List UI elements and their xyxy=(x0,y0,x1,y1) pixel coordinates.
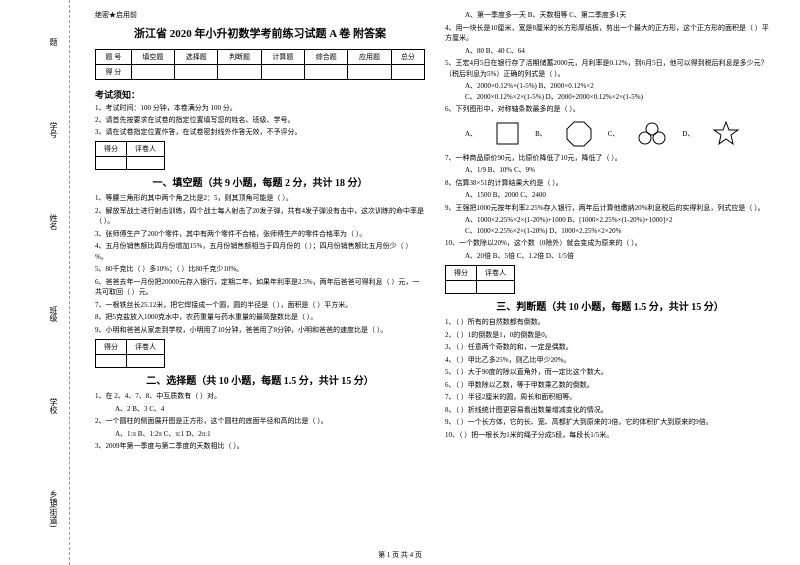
st-r3 xyxy=(218,65,261,80)
choice-q7: 7、一种商品原价90元，比原价降低了10元，降低了（ ）。 xyxy=(445,153,775,164)
mini-score-1: 得分评卷人 xyxy=(95,141,165,170)
fill-q2: 2、解放军战士进行射击训练，四个战士每人射击了20发子弹，共有4发子弹没有击中，… xyxy=(95,206,425,227)
choice-q10-opts: A、20倍 B、5倍 C、1.2倍 D、1/5倍 xyxy=(445,251,775,262)
judge-q9: 9、（ ）一个长方体，它的长、宽、高都扩大到原来的3倍，它的体积扩大到原来的9倍… xyxy=(445,417,775,428)
judge-q7: 7、（ ）半径2厘米的圆，周长和面积相等。 xyxy=(445,392,775,403)
choice-q10: 10、一个数除以20%，这个数（0除外）就会变成为原来的（ ）。 xyxy=(445,238,775,249)
ms1-0: 得分 xyxy=(96,142,127,157)
choice-q8-opts: A、1500 B、2000 C、2400 xyxy=(445,190,775,201)
st-r6 xyxy=(348,65,391,80)
choice-q1: 1、在 2、4、7、8、中互质数有（ ）对。 xyxy=(95,391,425,402)
judge-q1: 1、（ ）所有的自然数都有倒数。 xyxy=(445,317,775,328)
choice-q5: 5、王宏4月5日在银行存了活期储蓄2000元，月利率是0.12%，到6月5日，他… xyxy=(445,58,775,79)
bind-label-1: 学号 xyxy=(48,122,59,138)
fill-q5: 5、80千克比（ ）多10%；（ ）比80千克少10%。 xyxy=(95,264,425,275)
octagon-icon xyxy=(565,120,593,148)
st-h1: 填空题 xyxy=(131,50,174,65)
judge-q3: 3、（ ）任意两个奇数的和，一定是偶数。 xyxy=(445,342,775,353)
binding-margin: 题 学号 姓名 班级 学校 乡镇(街道) xyxy=(0,0,70,565)
bind-label-5: 乡镇(街道) xyxy=(48,490,59,527)
score-table: 题 号 填空题 选择题 判断题 计算题 综合题 应用题 总分 得 分 xyxy=(95,49,425,80)
page-footer: 第 1 页 共 4 页 xyxy=(378,550,422,560)
st-r4 xyxy=(261,65,304,80)
bind-label-2: 姓名 xyxy=(48,214,59,230)
circles-icon xyxy=(637,121,667,146)
fill-q4: 4、五月份销售额比四月份增加15%，五月份销售额相当于四月份的（ ）；四月份销售… xyxy=(95,241,425,262)
exam-title: 浙江省 2020 年小升初数学考前练习试题 A 卷 附答案 xyxy=(95,25,425,41)
right-column: A、第一季度多一天 B、天数相等 C、第二季度多1天 4、用一块长是10厘米，宽… xyxy=(435,10,785,555)
bind-label-3: 班级 xyxy=(48,306,59,322)
binding-labels: 题 学号 姓名 班级 学校 乡镇(街道) xyxy=(48,0,59,565)
judge-q2: 2、（ ）1的倒数是1，0的倒数是0。 xyxy=(445,330,775,341)
st-r7 xyxy=(391,65,424,80)
section-choice-title: 二、选择题（共 10 小题，每题 1.5 分，共计 15 分） xyxy=(95,372,425,387)
choice-q4-opts: A、80 B、40 C、64 xyxy=(445,46,775,57)
shapes-row: A、 B、 C、 D、 xyxy=(445,120,775,148)
shape-d-label: D、 xyxy=(682,129,694,139)
confidential-label: 绝密★启用前 xyxy=(95,10,425,20)
shape-c-label: C、 xyxy=(608,129,620,139)
notice-3: 3、请在试卷指定位置作答，在试卷密封线外作答无效，不予评分。 xyxy=(95,128,425,138)
choice-q9: 9、王强把1000元按年利率2.25%存入银行，两年后计算他缴纳20%利息税后的… xyxy=(445,203,775,214)
ms2-0: 得分 xyxy=(96,340,127,355)
choice-q2: 2、一个圆柱的侧面展开图是正方形，这个圆柱的底面半径和高的比是（ ）。 xyxy=(95,416,425,427)
judge-q10: 10、（ ）把一根长为1米的绳子分成5段，每段长1/5米。 xyxy=(445,430,775,441)
judge-q6: 6、（ ）甲数除以乙数，等于甲数乘乙数的倒数。 xyxy=(445,380,775,391)
st-h6: 应用题 xyxy=(348,50,391,65)
choice-q3-opts: A、第一季度多一天 B、天数相等 C、第二季度多1天 xyxy=(445,10,775,21)
ms3-0: 得分 xyxy=(446,266,477,281)
st-h2: 选择题 xyxy=(175,50,218,65)
section-judge-title: 三、判断题（共 10 小题，每题 1.5 分，共计 15 分） xyxy=(445,298,775,313)
notice-2: 2、请首先按要求在试卷的指定位置填写您的姓名、班级、学号。 xyxy=(95,116,425,126)
fill-q9: 9、小明和爸爸从家走到学校，小明用了10分钟，爸爸用了8分钟，小明和爸爸的速度比… xyxy=(95,325,425,336)
judge-q8: 8、（ ）折线统计图更容易看出数量增减变化的情况。 xyxy=(445,405,775,416)
choice-q4: 4、用一块长是10厘米，宽是8厘米的长方形厚纸板，剪出一个最大的正方形，这个正方… xyxy=(445,23,775,44)
mini-score-3: 得分评卷人 xyxy=(445,265,515,294)
shape-a-label: A、 xyxy=(465,129,477,139)
st-h3: 判断题 xyxy=(218,50,261,65)
fill-q6: 6、爸爸去年一月份把20000元存入银行，定期二年，如果年利率是2.5%，两年后… xyxy=(95,277,425,298)
st-h0: 题 号 xyxy=(96,50,132,65)
fill-q8: 8、把5克盐放入1000克水中，农药重量与药水重量的最简整数比是（ ）。 xyxy=(95,312,425,323)
choice-q8: 8、估算38×51的计算结果大约是（ ）。 xyxy=(445,178,775,189)
bind-label-4: 学校 xyxy=(48,398,59,414)
choice-q9-opts: A、1000×2.25%×2×(1-20%)+1000 B、[1000×2.25… xyxy=(445,215,775,236)
notice-1: 1、考试时间：100 分钟，本卷满分为 100 分。 xyxy=(95,104,425,114)
st-r0: 得 分 xyxy=(96,65,132,80)
ms1-1: 评卷人 xyxy=(127,142,165,157)
st-h7: 总分 xyxy=(391,50,424,65)
choice-q5-opts: A、2000×0.12%×(1-5%) B、2000×0.12%×2 C、200… xyxy=(445,81,775,102)
left-column: 绝密★启用前 浙江省 2020 年小升初数学考前练习试题 A 卷 附答案 题 号… xyxy=(85,10,435,555)
judge-q5: 5、（ ）大于90度的除以直角外，而一定比这个数大。 xyxy=(445,367,775,378)
section-fill-title: 一、填空题（共 9 小题，每题 2 分，共计 18 分） xyxy=(95,174,425,189)
shape-b-label: B、 xyxy=(535,129,547,139)
st-r5 xyxy=(305,65,348,80)
main-content: 绝密★启用前 浙江省 2020 年小升初数学考前练习试题 A 卷 附答案 题 号… xyxy=(70,0,800,565)
ms3-1: 评卷人 xyxy=(477,266,515,281)
square-icon xyxy=(495,121,520,146)
choice-q2-opts: A、1:π B、1:2π C、π:1 D、2π:1 xyxy=(95,429,425,440)
choice-q6: 6、下列图形中，对称轴条数最多的是（ ）。 xyxy=(445,104,775,115)
choice-q7-opts: A、1/9 B、10% C、9% xyxy=(445,165,775,176)
choice-q3: 3、2009年第一季度与第二季度的天数相比（ ）。 xyxy=(95,441,425,452)
fill-q1: 1、等腰三角形的其中两个角之比是2：5，则其顶角可能是（ ）。 xyxy=(95,193,425,204)
st-h5: 综合题 xyxy=(305,50,348,65)
st-r1 xyxy=(131,65,174,80)
judge-q4: 4、（ ）甲比乙多25%，则乙比甲少20%。 xyxy=(445,355,775,366)
st-r2 xyxy=(175,65,218,80)
fill-q7: 7、一根铁丝长25.12米，把它焊接成一个圆，圆的半径是（ ），面积是（ ）平方… xyxy=(95,300,425,311)
choice-q1-opts: A、2 B、3 C、4 xyxy=(95,404,425,415)
notice-heading: 考试须知： xyxy=(95,88,425,101)
bind-label-0: 题 xyxy=(48,38,59,46)
fill-q3: 3、张师傅生产了200个零件，其中有两个零件不合格，张师傅生产的零件合格率为（ … xyxy=(95,229,425,240)
ms2-1: 评卷人 xyxy=(127,340,165,355)
st-h4: 计算题 xyxy=(261,50,304,65)
star-icon xyxy=(712,120,740,148)
mini-score-2: 得分评卷人 xyxy=(95,339,165,368)
